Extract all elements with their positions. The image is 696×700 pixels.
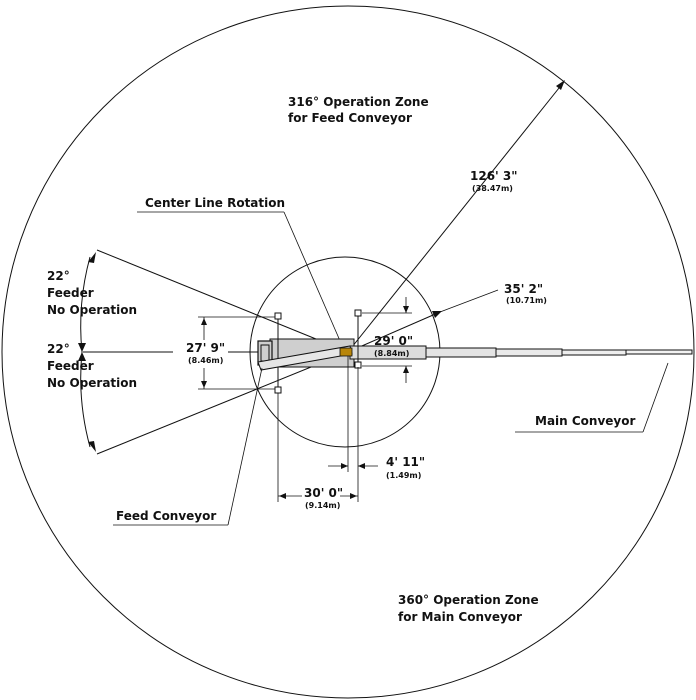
- height-imperial: 27' 9": [186, 341, 225, 355]
- arrow-arc-center-up: [78, 343, 86, 352]
- feeder-top-label-line2: No Operation: [47, 303, 137, 317]
- outer-radius-line: [347, 82, 564, 353]
- track-width-arrow-bottom: [403, 366, 409, 373]
- length-arrow-left: [279, 493, 286, 499]
- feeder-bottom-angle: 22°: [47, 342, 70, 356]
- track-width-imperial: 29' 0": [374, 334, 413, 348]
- height-metric: (8.46m): [188, 356, 223, 365]
- offset-imperial: 4' 11": [386, 455, 425, 469]
- feeder-bottom-limit-line: [96, 351, 349, 455]
- main-conveyor-label: Main Conveyor: [535, 414, 635, 428]
- arrow-bottom-arc-end: [88, 441, 96, 452]
- inner-radius-metric: (10.71m): [506, 296, 547, 305]
- track-right-pad-top: [354, 309, 362, 317]
- main-conveyor-section-3: [495, 348, 563, 357]
- main-conveyor-leader: [642, 362, 669, 433]
- feed-conveyor-leader: [227, 367, 263, 526]
- length-imperial: 30' 0": [304, 486, 343, 500]
- main-conveyor-section-5: [625, 349, 693, 355]
- feeder-top-limit-line: [96, 249, 349, 353]
- main-conveyor-section-2: [425, 347, 497, 358]
- feed-zone-label-line2: for Feed Conveyor: [288, 111, 412, 125]
- track-width-arrow-top: [403, 306, 409, 313]
- arrow-arc-center-down: [78, 352, 86, 361]
- pivot-point: [339, 347, 353, 357]
- height-arrow-bottom: [201, 381, 207, 388]
- center-line-rotation-leader: [283, 211, 345, 351]
- offset-arrow-right: [358, 463, 365, 469]
- feed-zone-label-line1: 316° Operation Zone: [288, 95, 429, 109]
- outer-radius-arrow: [556, 80, 565, 90]
- feeder-bottom-label-line2: No Operation: [47, 376, 137, 390]
- length-metric: (9.14m): [305, 501, 340, 510]
- height-arrow-top: [201, 318, 207, 325]
- feed-conveyor-label: Feed Conveyor: [116, 509, 216, 523]
- offset-metric: (1.49m): [386, 471, 421, 480]
- outer-radius-metric: (38.47m): [472, 184, 513, 193]
- length-arrow-right: [350, 493, 357, 499]
- main-zone-label-line1: 360° Operation Zone: [398, 593, 539, 607]
- feeder-top-label-line1: Feeder: [47, 286, 94, 300]
- arrow-top-arc-end: [88, 252, 96, 263]
- inner-radius-line: [347, 311, 441, 353]
- outer-radius-imperial: 126' 3": [470, 169, 518, 183]
- main-conveyor-zone-circle: [1, 5, 695, 699]
- feeder-top-angle: 22°: [47, 269, 70, 283]
- inner-radius-leader: [439, 289, 499, 313]
- inner-radius-arrow: [432, 311, 442, 318]
- track-left-pad-bottom: [274, 386, 282, 394]
- track-left-pad-top: [274, 312, 282, 320]
- inner-radius-imperial: 35' 2": [504, 282, 543, 296]
- track-width-metric: (8.84m): [374, 349, 409, 358]
- center-line-rotation-label: Center Line Rotation: [145, 196, 285, 210]
- feeder-bottom-label-line1: Feeder: [47, 359, 94, 373]
- main-zone-label-line2: for Main Conveyor: [398, 610, 522, 624]
- main-conveyor-section-4: [561, 349, 627, 356]
- offset-arrow-left: [341, 463, 348, 469]
